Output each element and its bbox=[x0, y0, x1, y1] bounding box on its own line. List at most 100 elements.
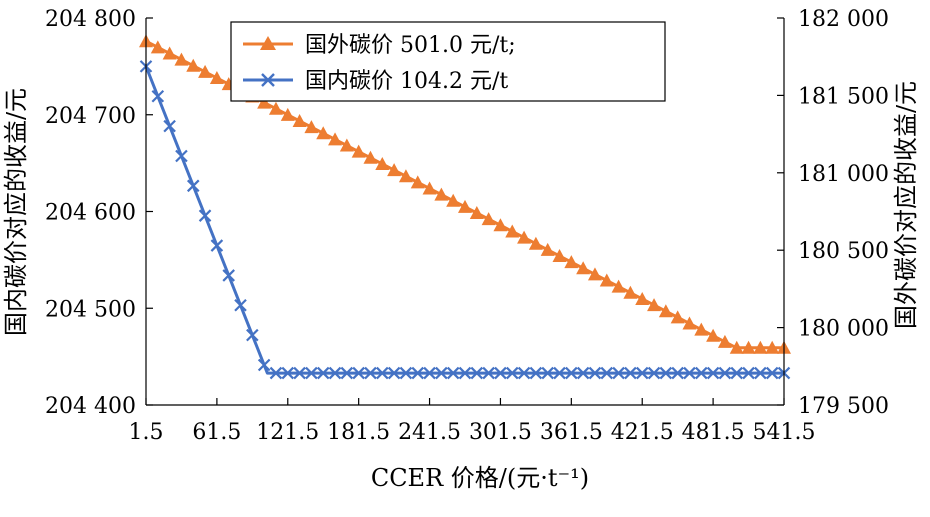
series-point-0 bbox=[186, 58, 201, 72]
series-point-0 bbox=[174, 52, 189, 66]
series-point-0 bbox=[706, 328, 721, 342]
series-point-0 bbox=[328, 132, 343, 146]
series-point-1 bbox=[151, 89, 165, 103]
series-point-0 bbox=[505, 224, 520, 238]
series-point-0 bbox=[753, 340, 768, 354]
series-point-1 bbox=[730, 366, 744, 380]
series-point-0 bbox=[540, 242, 555, 256]
series-point-1 bbox=[222, 269, 235, 282]
series-point-0 bbox=[741, 340, 756, 354]
left-y-axis-title: 国内碳价对应的收益/元 bbox=[2, 88, 30, 336]
series-point-1 bbox=[470, 366, 484, 380]
series-point-0 bbox=[564, 255, 579, 269]
series-point-0 bbox=[647, 298, 662, 312]
series-point-0 bbox=[339, 138, 354, 152]
series-point-0 bbox=[434, 187, 449, 201]
series-point-0 bbox=[387, 163, 402, 177]
series-point-0 bbox=[552, 248, 567, 262]
series-point-0 bbox=[658, 304, 673, 318]
series-point-0 bbox=[729, 340, 744, 354]
left-y-tick-label: 204 500 bbox=[45, 297, 136, 322]
left-y-tick-label: 204 800 bbox=[45, 7, 136, 32]
series-point-1 bbox=[671, 366, 684, 380]
series-point-0 bbox=[292, 113, 307, 127]
legend-label-domestic: 国内碳价 104.2 元/t bbox=[305, 69, 508, 94]
right-y-tick-label: 181 500 bbox=[798, 84, 889, 109]
legend-marker-domestic bbox=[261, 73, 275, 87]
legend-box bbox=[230, 21, 666, 102]
series-point-0 bbox=[611, 279, 626, 293]
series-point-1 bbox=[600, 366, 614, 380]
series-point-1 bbox=[234, 299, 247, 312]
x-axis-title: CCER 价格/(元·t⁻¹) bbox=[371, 464, 589, 492]
series-point-0 bbox=[694, 322, 709, 336]
series-point-1 bbox=[364, 366, 377, 380]
right-y-tick-label: 182 000 bbox=[798, 7, 889, 32]
series-point-0 bbox=[304, 120, 319, 134]
series-point-0 bbox=[682, 316, 697, 330]
series-point-1 bbox=[624, 366, 637, 380]
x-tick-label: 181.5 bbox=[327, 420, 390, 445]
series-point-0 bbox=[257, 95, 272, 109]
series-point-1 bbox=[765, 366, 779, 380]
series-point-1 bbox=[718, 366, 732, 380]
series-point-0 bbox=[717, 334, 732, 348]
series-point-0 bbox=[268, 101, 283, 115]
series-line-1 bbox=[144, 65, 784, 375]
series-point-0 bbox=[150, 40, 165, 54]
series-point-1 bbox=[246, 328, 259, 342]
series-point-0 bbox=[280, 107, 295, 121]
series-point-1 bbox=[458, 366, 472, 380]
right-y-tick-label: 179 500 bbox=[798, 394, 889, 419]
x-tick-label: 301.5 bbox=[469, 420, 532, 445]
series-point-0 bbox=[765, 340, 780, 354]
legend: 国外碳价 501.0 元/t; 国内碳价 104.2 元/t bbox=[230, 21, 666, 102]
series-point-1 bbox=[505, 366, 519, 380]
series-point-1 bbox=[340, 366, 354, 380]
series-point-1 bbox=[210, 239, 224, 252]
right-y-axis-title: 国外碳价对应的收益/元 bbox=[892, 81, 920, 329]
series-point-0 bbox=[587, 267, 602, 281]
series-point-1 bbox=[683, 366, 696, 380]
series-point-1 bbox=[517, 366, 531, 380]
series-point-1 bbox=[647, 366, 661, 380]
series-point-0 bbox=[599, 273, 614, 287]
series-point-1 bbox=[659, 366, 673, 380]
series-point-0 bbox=[162, 46, 177, 60]
series-point-0 bbox=[363, 150, 378, 164]
series-point-0 bbox=[351, 144, 366, 158]
series-point-0 bbox=[635, 291, 650, 305]
series-point-1 bbox=[376, 366, 389, 380]
series-point-1 bbox=[411, 366, 425, 380]
series-point-1 bbox=[612, 366, 625, 380]
series-point-1 bbox=[754, 366, 767, 380]
series-point-1 bbox=[482, 366, 495, 380]
legend-marker-foreign bbox=[260, 36, 276, 50]
x-tick-label: 361.5 bbox=[540, 420, 603, 445]
series-point-0 bbox=[493, 218, 508, 232]
x-tick-label: 481.5 bbox=[682, 420, 745, 445]
series-point-1 bbox=[269, 366, 283, 380]
series-point-0 bbox=[576, 261, 591, 275]
series-point-1 bbox=[446, 366, 460, 380]
x-tick-label: 61.5 bbox=[192, 420, 241, 445]
series-point-1 bbox=[352, 366, 365, 380]
series-point-0 bbox=[398, 169, 413, 183]
series-point-1 bbox=[316, 366, 330, 380]
legend-label-foreign: 国外碳价 501.0 元/t; bbox=[305, 33, 516, 58]
series-point-1 bbox=[186, 179, 200, 193]
x-tick-label: 1.5 bbox=[129, 420, 164, 445]
series-point-0 bbox=[528, 236, 543, 250]
series-point-1 bbox=[529, 366, 543, 380]
series-point-1 bbox=[198, 209, 212, 222]
x-tick-label: 541.5 bbox=[753, 420, 816, 445]
series-point-0 bbox=[481, 212, 496, 226]
series-point-1 bbox=[553, 366, 566, 380]
series-point-1 bbox=[399, 366, 413, 380]
series-point-0 bbox=[375, 156, 390, 170]
right-y-tick-label: 181 000 bbox=[798, 162, 889, 187]
x-tick-label: 121.5 bbox=[256, 420, 319, 445]
series-point-1 bbox=[588, 366, 602, 380]
series-point-0 bbox=[623, 285, 638, 299]
